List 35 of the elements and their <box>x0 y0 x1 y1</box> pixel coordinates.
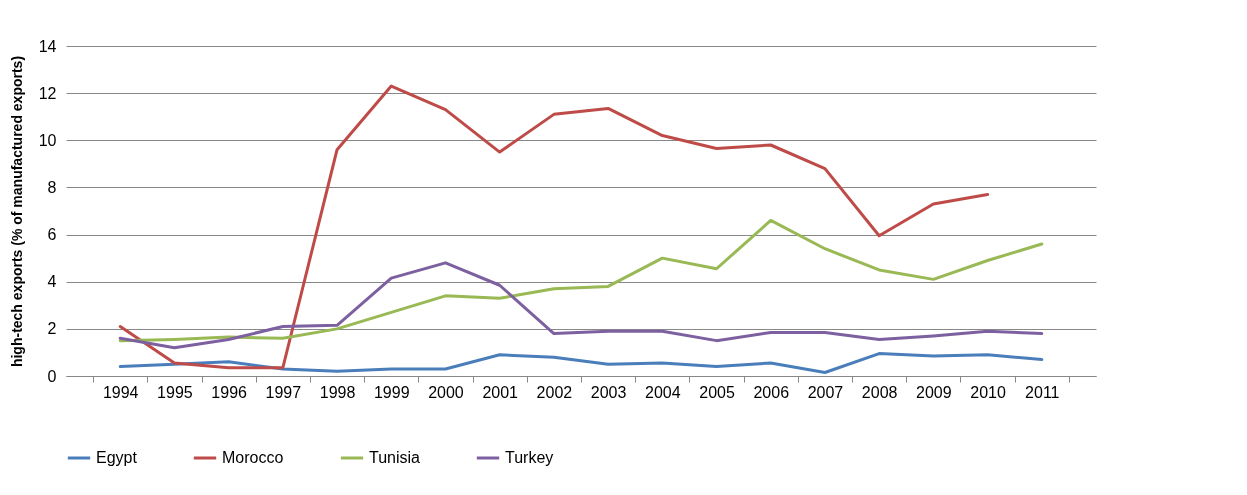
y-tick-label: 0 <box>47 367 57 385</box>
x-tick-label: 2008 <box>861 383 898 401</box>
legend-label: Egypt <box>96 449 138 466</box>
x-tick-label: 2000 <box>428 383 464 401</box>
y-tick-label: 14 <box>38 37 57 55</box>
x-tick-label: 1995 <box>157 383 193 401</box>
y-axis-title: high-tech exports (% of manufactured exports) <box>8 55 25 368</box>
x-tick-label: 2009 <box>916 383 952 401</box>
x-tick-label: 2011 <box>1025 383 1060 401</box>
x-tick-label: 2010 <box>970 383 1006 401</box>
line-series <box>118 352 1044 374</box>
x-tick-label: 1998 <box>319 383 356 401</box>
line-series <box>118 261 1044 350</box>
x-tick-label: 1994 <box>102 383 139 401</box>
y-tick-label: 12 <box>38 84 57 102</box>
x-tick-label: 2001 <box>482 383 519 401</box>
legend-label: Morocco <box>222 449 284 466</box>
x-tick-label: 1999 <box>373 383 410 401</box>
x-tick-label: 1996 <box>211 383 248 401</box>
legend-label: Tunisia <box>369 449 421 466</box>
y-tick-label: 6 <box>47 226 57 244</box>
x-tick-label: 2005 <box>699 383 735 401</box>
line-series <box>118 218 1044 343</box>
y-tick-label: 4 <box>47 273 57 291</box>
y-tick-label: 10 <box>38 131 57 149</box>
x-tick-label: 1997 <box>265 383 302 401</box>
x-tick-label: 2004 <box>645 383 681 401</box>
legend-label: Turkey <box>505 449 554 466</box>
x-tick-label: 2003 <box>590 383 627 401</box>
y-tick-label: 8 <box>47 178 57 196</box>
y-tick-label: 2 <box>47 320 57 338</box>
x-tick-label: 2007 <box>807 383 844 401</box>
x-tick-label: 2006 <box>753 383 790 401</box>
x-tick-label: 2002 <box>536 383 573 401</box>
line-series <box>118 84 990 370</box>
